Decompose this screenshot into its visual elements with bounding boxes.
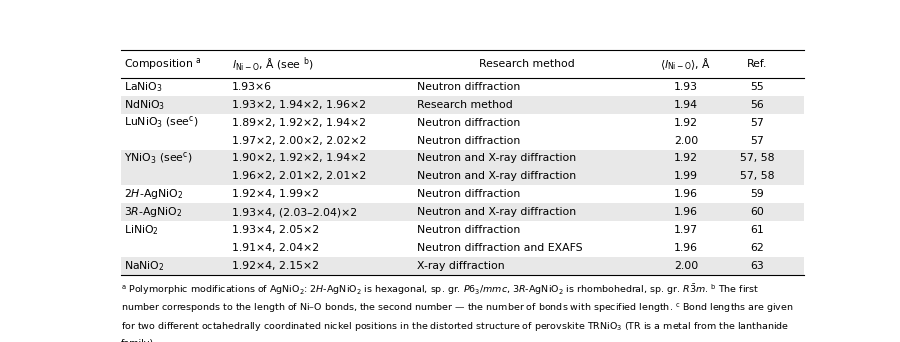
Text: 55: 55 [751,82,764,92]
Text: Neutron diffraction: Neutron diffraction [417,225,520,235]
Text: 59: 59 [751,189,764,199]
Text: YNiO$_3$ (see$^{\rm c}$): YNiO$_3$ (see$^{\rm c}$) [123,151,192,166]
Bar [121,239,805,257]
Text: for two different octahedrally coordinated nickel positions in the distorted str: for two different octahedrally coordinat… [121,320,789,333]
Text: 1.93: 1.93 [674,82,698,92]
Text: 1.97×2, 2.00×2, 2.02×2: 1.97×2, 2.00×2, 2.02×2 [232,135,366,146]
Text: 1.92: 1.92 [674,118,698,128]
Text: Neutron diffraction: Neutron diffraction [417,118,520,128]
Text: 1.93×4, (2.03–2.04)×2: 1.93×4, (2.03–2.04)×2 [232,207,357,217]
Text: 57: 57 [751,118,764,128]
Text: 56: 56 [751,100,764,110]
Text: $l_{\rm Ni-O}$, Å (see $^{\rm b}$): $l_{\rm Ni-O}$, Å (see $^{\rm b}$) [232,55,313,73]
Text: 57: 57 [751,135,764,146]
Text: LiNiO$_2$: LiNiO$_2$ [123,223,158,237]
Text: 1.96×2, 2.01×2, 2.01×2: 1.96×2, 2.01×2, 2.01×2 [232,171,366,181]
Text: Neutron and X-ray diffraction: Neutron and X-ray diffraction [417,171,576,181]
Bar [121,257,805,275]
Bar [121,203,805,221]
Text: number corresponds to the length of Ni–O bonds, the second number — the number o: number corresponds to the length of Ni–O… [121,301,794,315]
Bar [121,185,805,203]
Text: Neutron diffraction and EXAFS: Neutron diffraction and EXAFS [417,243,582,253]
Bar [121,114,805,132]
Text: $\langle l_{\rm Ni-O}\rangle$, Å: $\langle l_{\rm Ni-O}\rangle$, Å [661,56,711,72]
Text: 57, 58: 57, 58 [740,171,775,181]
Text: 1.97: 1.97 [674,225,698,235]
Text: Neutron diffraction: Neutron diffraction [417,82,520,92]
Text: 61: 61 [751,225,764,235]
Text: NdNiO$_3$: NdNiO$_3$ [123,98,165,112]
Text: 1.92×4, 2.15×2: 1.92×4, 2.15×2 [232,261,319,271]
Bar [121,149,805,168]
Bar [121,96,805,114]
Bar [121,78,805,96]
Text: 3$R$-AgNiO$_2$: 3$R$-AgNiO$_2$ [123,205,182,219]
Text: 62: 62 [751,243,764,253]
Text: 1.93×4, 2.05×2: 1.93×4, 2.05×2 [232,225,319,235]
Text: 1.91×4, 2.04×2: 1.91×4, 2.04×2 [232,243,319,253]
Bar [121,221,805,239]
Text: Neutron diffraction: Neutron diffraction [417,135,520,146]
Text: LaNiO$_3$: LaNiO$_3$ [123,80,163,94]
Bar [121,132,805,149]
Text: Neutron and X-ray diffraction: Neutron and X-ray diffraction [417,207,576,217]
Text: 1.96: 1.96 [674,189,698,199]
Text: NaNiO$_2$: NaNiO$_2$ [123,259,165,273]
Text: Research method: Research method [417,100,512,110]
Text: 1.89×2, 1.92×2, 1.94×2: 1.89×2, 1.92×2, 1.94×2 [232,118,365,128]
Text: 57, 58: 57, 58 [740,154,775,163]
Text: 1.96: 1.96 [674,243,698,253]
Text: 2.00: 2.00 [674,135,698,146]
Text: Ref.: Ref. [747,59,768,69]
Text: Composition $^{\rm a}$: Composition $^{\rm a}$ [123,56,201,72]
Text: 63: 63 [751,261,764,271]
Text: 1.93×6: 1.93×6 [232,82,272,92]
Text: 1.92×4, 1.99×2: 1.92×4, 1.99×2 [232,189,319,199]
Text: Research method: Research method [480,59,575,69]
Text: 1.93×2, 1.94×2, 1.96×2: 1.93×2, 1.94×2, 1.96×2 [232,100,365,110]
Text: LuNiO$_3$ (see$^{\rm c}$): LuNiO$_3$ (see$^{\rm c}$) [123,115,198,131]
Text: 2.00: 2.00 [674,261,698,271]
Text: 1.92: 1.92 [674,154,698,163]
Text: Neutron and X-ray diffraction: Neutron and X-ray diffraction [417,154,576,163]
Text: 60: 60 [751,207,764,217]
Text: 2$H$-AgNiO$_2$: 2$H$-AgNiO$_2$ [123,187,183,201]
Text: 1.94: 1.94 [674,100,698,110]
Text: Neutron diffraction: Neutron diffraction [417,189,520,199]
Text: 1.96: 1.96 [674,207,698,217]
Text: $^{\rm a}$ Polymorphic modifications of AgNiO$_2$: 2$H$-AgNiO$_2$ is hexagonal, : $^{\rm a}$ Polymorphic modifications of … [121,282,759,297]
Text: family).: family). [121,339,157,342]
Text: 1.99: 1.99 [674,171,698,181]
Bar [121,168,805,185]
Text: 1.90×2, 1.92×2, 1.94×2: 1.90×2, 1.92×2, 1.94×2 [232,154,366,163]
Text: X-ray diffraction: X-ray diffraction [417,261,504,271]
